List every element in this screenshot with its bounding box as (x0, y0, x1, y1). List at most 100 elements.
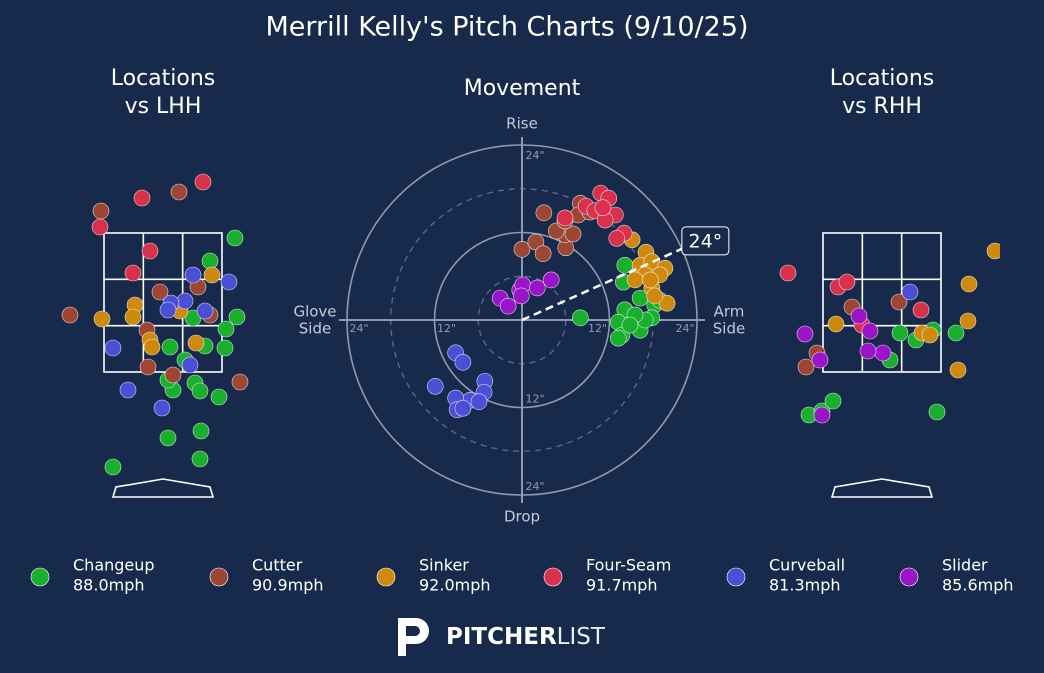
pitch-point (228, 308, 246, 326)
pitch-point (191, 450, 209, 468)
logo: PITCHERLIST (398, 618, 606, 656)
logo-light: LIST (557, 624, 606, 650)
pitch-point (859, 342, 877, 360)
pitch-point (181, 356, 199, 374)
pitch-point (861, 322, 879, 340)
pitch-point (216, 339, 234, 357)
pitch-point (192, 422, 210, 440)
panel-title: vs RHH (842, 94, 922, 119)
pitch-point (104, 339, 122, 357)
pitch-point (220, 273, 238, 291)
legend-velocity: 91.7mph (586, 576, 658, 595)
r-tick-label: 24" (525, 149, 544, 162)
pitch-point (170, 183, 188, 201)
chart-title: Merrill Kelly's Pitch Charts (9/10/25) (265, 12, 748, 43)
r-tick-label: 12" (437, 322, 456, 335)
pitch-point (658, 294, 676, 312)
r-tick-label: 24" (525, 480, 544, 493)
pitch-point (426, 378, 444, 395)
pitch-point (191, 382, 209, 400)
r-tick-label: 24" (349, 322, 368, 335)
pitch-point (61, 306, 79, 324)
pitch-point (124, 308, 142, 326)
pitch-point (779, 264, 797, 282)
pitch-point (891, 324, 909, 342)
axis-label: Rise (506, 115, 538, 133)
pitch-point (196, 302, 214, 320)
pitch-point (194, 173, 212, 191)
pitch-point (797, 358, 815, 376)
pitch-point (960, 275, 978, 293)
legend-velocity: 85.6mph (942, 576, 1014, 595)
pitch-point (608, 230, 626, 247)
legend-label: Cutter (252, 556, 303, 575)
axis-label: Drop (504, 508, 540, 526)
pitch-point (874, 344, 892, 362)
pitch-point (901, 283, 919, 301)
legend-velocity: 81.3mph (769, 576, 841, 595)
pitch-point (947, 324, 965, 342)
pitch-point (470, 393, 488, 410)
pitch-point (187, 334, 205, 352)
axis-label: Arm (714, 303, 745, 321)
axis-label: Side (713, 320, 745, 338)
arm-angle-label: 24° (689, 230, 723, 252)
pitch-point (499, 297, 517, 315)
pitch-point (986, 242, 1000, 260)
strike-zone (822, 232, 942, 373)
pitch-point (535, 204, 553, 222)
pitch-point (534, 245, 552, 262)
legend-velocity: 90.9mph (252, 576, 324, 595)
r-tick-label: 12" (588, 322, 607, 335)
pitch-point (594, 199, 612, 217)
pitch-point (203, 266, 221, 284)
legend-marker (543, 567, 563, 587)
pitch-point (564, 225, 582, 243)
legend-marker (899, 567, 919, 587)
legend-label: Curveball (769, 556, 845, 575)
pitch-point (529, 279, 546, 297)
axis-label: Glove (293, 303, 336, 321)
pitch-point (231, 373, 249, 391)
panel-title: vs LHH (125, 94, 202, 119)
pitch-point (512, 287, 530, 305)
pitch-point (210, 388, 228, 406)
legend-marker (726, 567, 746, 587)
legend-marker (376, 567, 396, 587)
pitch-point (93, 310, 111, 328)
pitch-point (824, 392, 842, 410)
pitch-point (626, 271, 644, 289)
arm-angle-line (521, 247, 683, 322)
pitch-point (454, 399, 472, 417)
legend-marker (30, 567, 50, 587)
pitch-point (124, 264, 142, 282)
pitch-point (646, 287, 664, 305)
pitch-point (153, 399, 171, 417)
pitch-point (91, 218, 109, 236)
pitch-point (556, 209, 574, 227)
points (61, 173, 249, 476)
pitch-point (796, 325, 814, 343)
points (779, 242, 1000, 424)
pitch-point (890, 293, 908, 311)
pitch-point (164, 366, 182, 384)
pitch-point (912, 301, 930, 319)
arm-angle-box (681, 226, 730, 256)
pitch-point (921, 326, 939, 344)
pitch-point (959, 312, 977, 330)
pitch-point (119, 381, 137, 399)
strike-zone (103, 232, 223, 373)
pitch-point (139, 358, 157, 376)
pitch-point (217, 320, 235, 338)
pitch-point (161, 338, 179, 356)
pitch-point (542, 271, 560, 289)
panel-title: Locations (830, 66, 935, 91)
pitch-point (151, 283, 169, 301)
pitch-point (621, 316, 639, 334)
logo-text: PITCHERLIST (446, 624, 606, 650)
pitch-point (159, 301, 177, 319)
pitch-point (133, 189, 151, 207)
r-tick-label: 12" (525, 393, 544, 406)
